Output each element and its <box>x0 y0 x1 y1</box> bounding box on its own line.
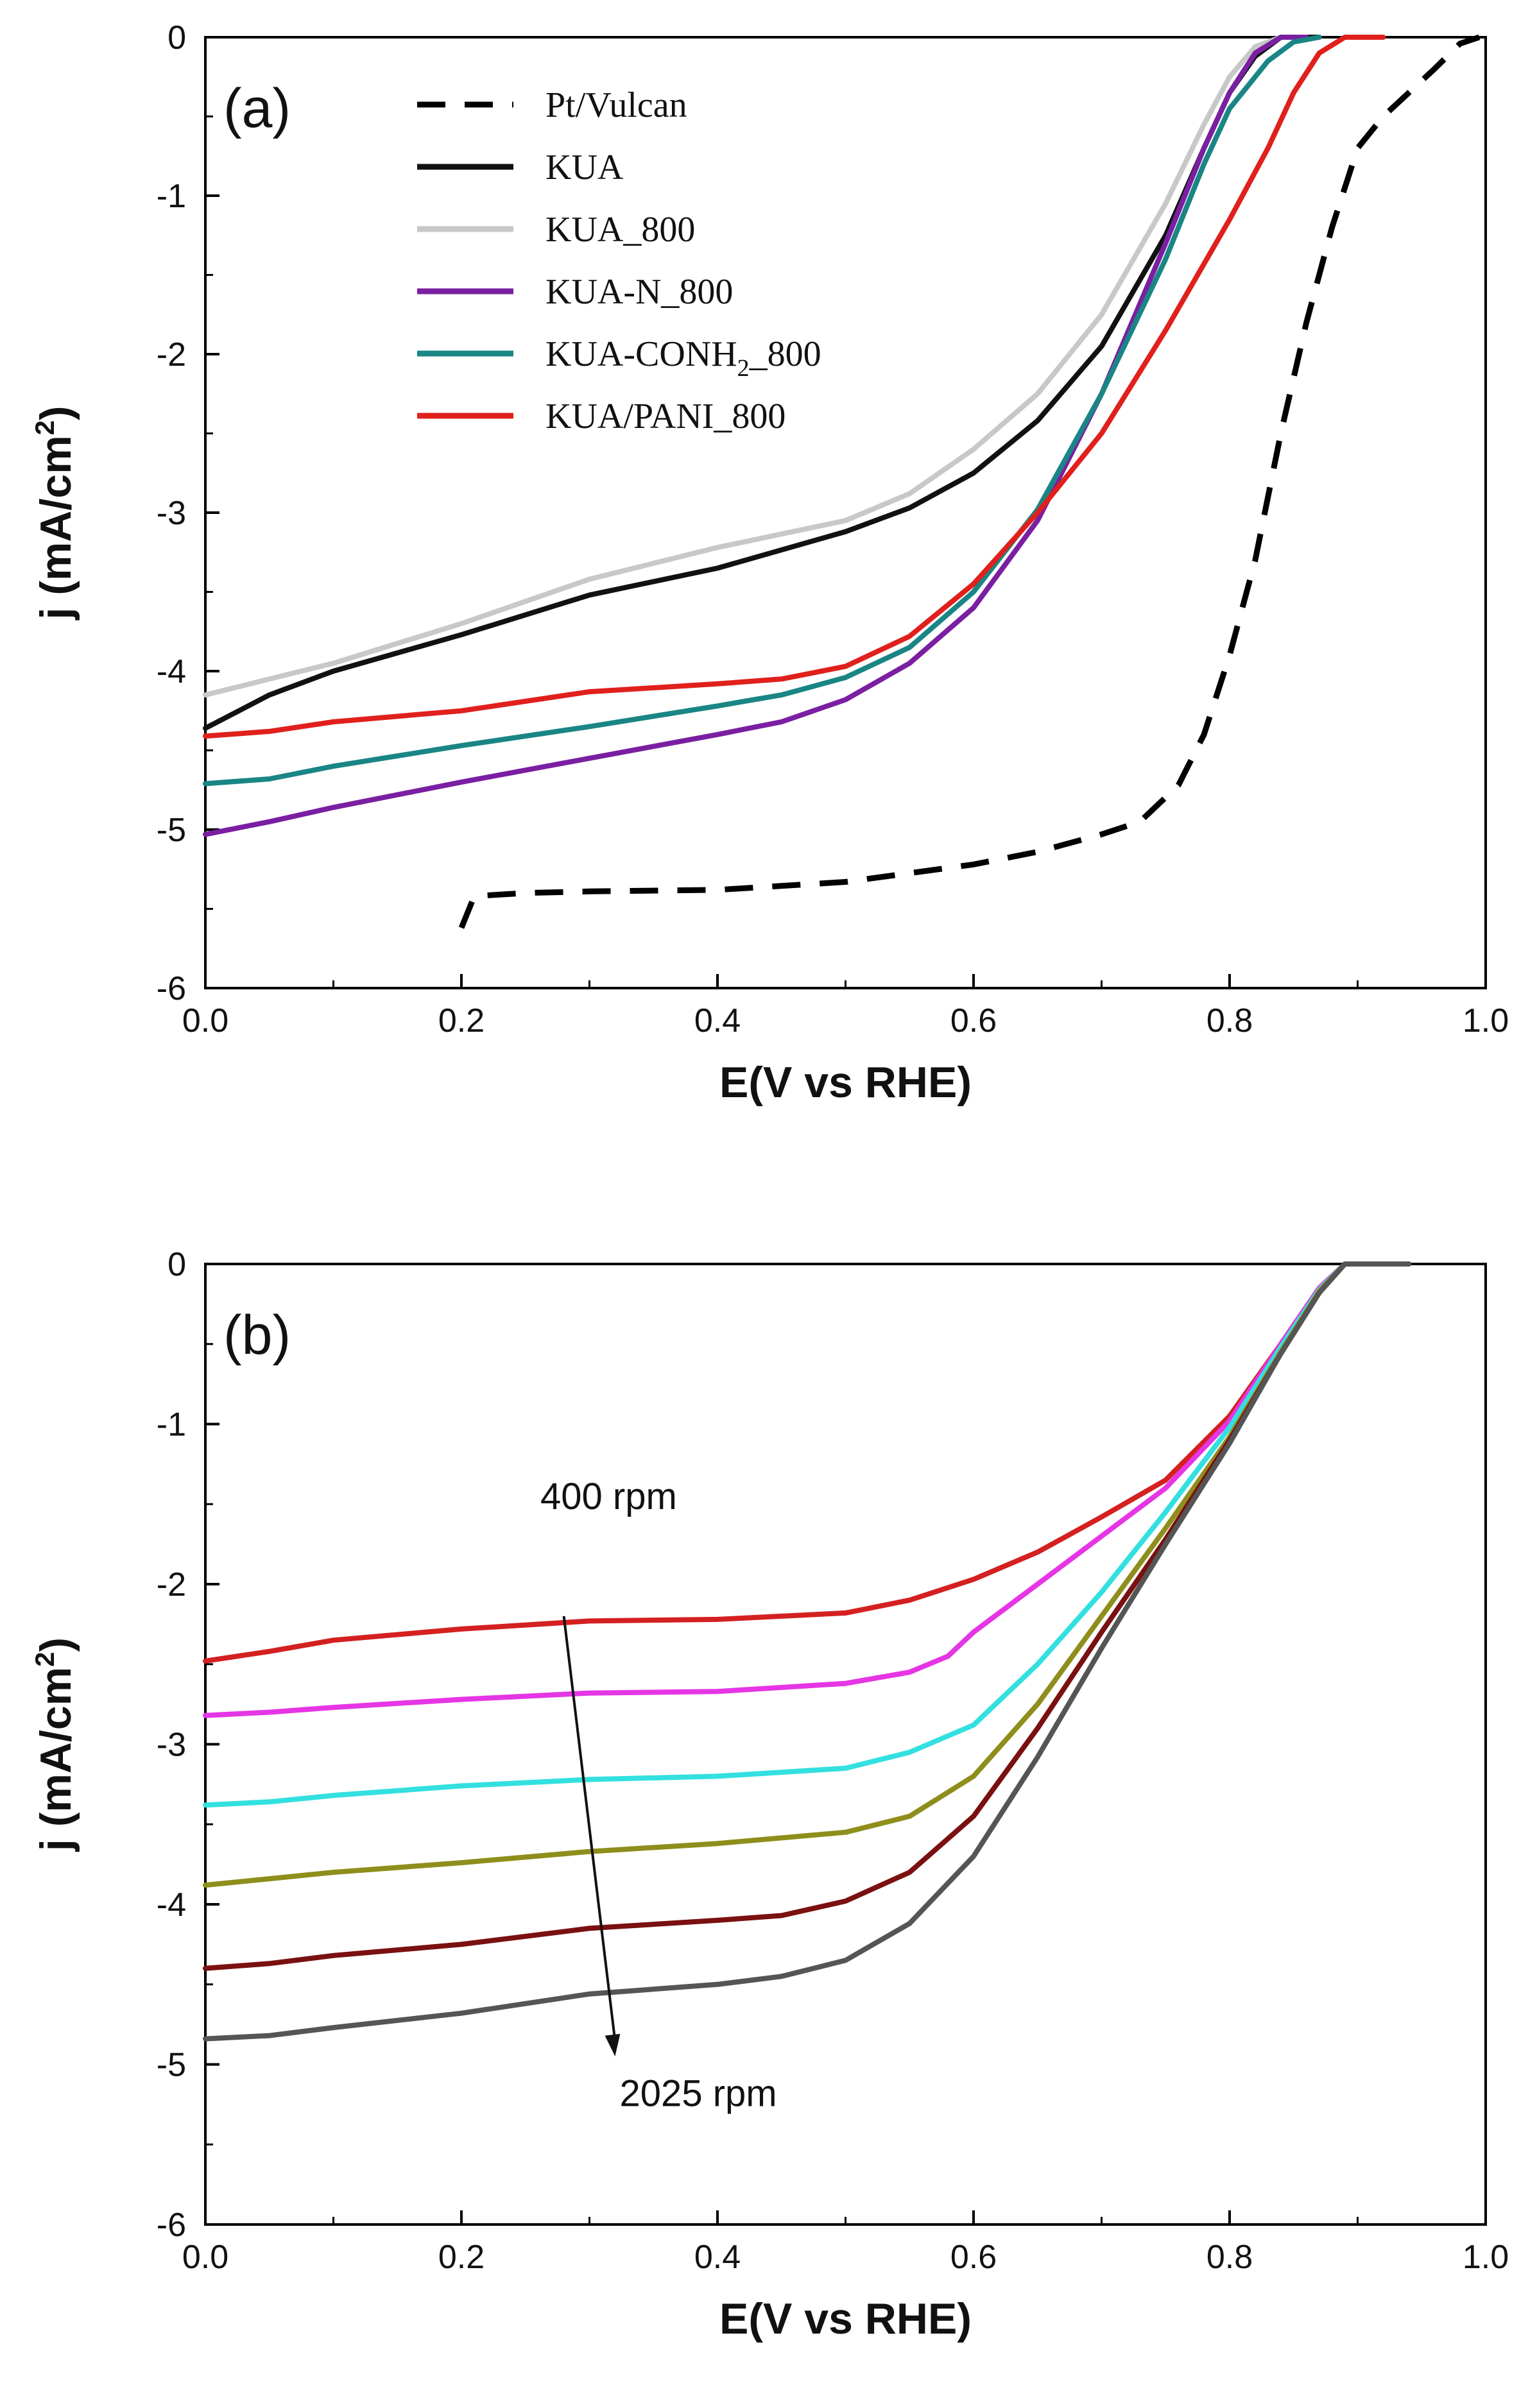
series-line-2025-rpm <box>203 1261 1412 2042</box>
chart-panel-a: 0.0 0.2 0.4 0.6 0.8 1.0 0 -1 -2 -3 -4 -5 -6 E(V vs RH… <box>30 19 1509 1107</box>
panel-label: (b) <box>223 1304 291 1366</box>
panel-label: (a) <box>223 78 291 139</box>
y-tick-label: -5 <box>157 812 186 849</box>
legend-label-subscript: 2 <box>737 355 750 382</box>
annotation-start-label: 400 rpm <box>540 1476 677 1517</box>
chart-panel-b: 0.0 0.2 0.4 0.6 0.8 1.0 0 -1 -2 -3 -4 -5 -6 E(V vs RH… <box>30 1246 1509 2343</box>
x-tick-label: 0.6 <box>950 2239 997 2276</box>
y-tick-label: -1 <box>157 178 186 215</box>
y-tick-label: -1 <box>157 1406 186 1444</box>
x-axis-title: E(V vs RHE) <box>719 2294 972 2343</box>
legend-label-suffix: _800 <box>749 334 821 374</box>
x-tick-label: 1.0 <box>1463 1002 1509 1039</box>
legend-label-main: KUA-CONH <box>545 334 737 374</box>
y-axis-title-close: ) <box>31 1637 80 1652</box>
y-axis-title-close: ) <box>31 406 80 420</box>
series-line-kua-800 <box>203 35 1309 698</box>
y-tick-label: -4 <box>157 653 186 690</box>
x-tick-label: 0.4 <box>694 2239 741 2276</box>
x-tick-label: 0.8 <box>1206 2239 1253 2276</box>
x-tick-label: 0.0 <box>182 1002 228 1039</box>
legend-label-main: KUA-N_800 <box>545 272 733 312</box>
x-tick-label: 0.6 <box>950 1002 997 1039</box>
y-tick-label: -6 <box>157 970 186 1007</box>
series-line-pt-vulcan <box>458 34 1481 929</box>
y-tick-label: -3 <box>157 495 186 532</box>
legend-label: KUA-N_800 <box>545 272 733 312</box>
series-line-kua-pani-800 <box>203 35 1386 739</box>
y-tick-label: -2 <box>157 336 186 373</box>
x-tick-label: 0.4 <box>694 1002 741 1039</box>
y-axis-title: j (mA/cm2) <box>30 406 80 620</box>
legend-label-main: Pt/Vulcan <box>545 85 687 125</box>
y-axis-title: j (mA/cm2) <box>30 1637 80 1852</box>
x-tick-label: 0.0 <box>182 2239 228 2276</box>
y-tick-label: 0 <box>167 1246 186 1283</box>
x-tick-label: 0.2 <box>438 1002 485 1039</box>
annotation-end-label: 2025 rpm <box>620 2072 777 2114</box>
rpm-arrow-head <box>605 2033 621 2057</box>
y-axis-title-main: j (mA/cm <box>31 435 80 620</box>
legend-label-main: KUA <box>545 148 624 187</box>
legend-label: KUA-CONH2_800 <box>545 334 821 382</box>
x-tick-label: 1.0 <box>1463 2239 1509 2276</box>
y-tick-label: -5 <box>157 2047 186 2084</box>
rpm-arrow-shaft <box>562 1616 617 2042</box>
x-tick-label: 0.8 <box>1206 1002 1253 1039</box>
legend-label: Pt/Vulcan <box>545 85 687 125</box>
y-tick-label: -6 <box>157 2207 186 2244</box>
legend-label: KUA/PANI_800 <box>545 397 786 436</box>
x-tick-label: 0.2 <box>438 2239 485 2276</box>
legend-label-main: KUA_800 <box>545 210 695 250</box>
series-line-kua-n-800 <box>203 35 1309 837</box>
y-tick-label: 0 <box>167 19 186 56</box>
y-tick-label: -3 <box>157 1727 186 1764</box>
legend-label: KUA_800 <box>545 210 695 250</box>
legend-label: KUA <box>545 148 624 187</box>
series-line-kua-conh2-800 <box>203 35 1322 787</box>
y-tick-label: -4 <box>157 1886 186 1924</box>
x-axis-title: E(V vs RHE) <box>719 1058 972 1107</box>
y-axis-title-superscript: 2 <box>30 1652 60 1667</box>
y-tick-label: -2 <box>157 1566 186 1603</box>
legend-label-main: KUA/PANI_800 <box>545 397 786 436</box>
y-axis-title-main: j (mA/cm <box>31 1667 80 1852</box>
y-axis-title-superscript: 2 <box>30 420 60 435</box>
